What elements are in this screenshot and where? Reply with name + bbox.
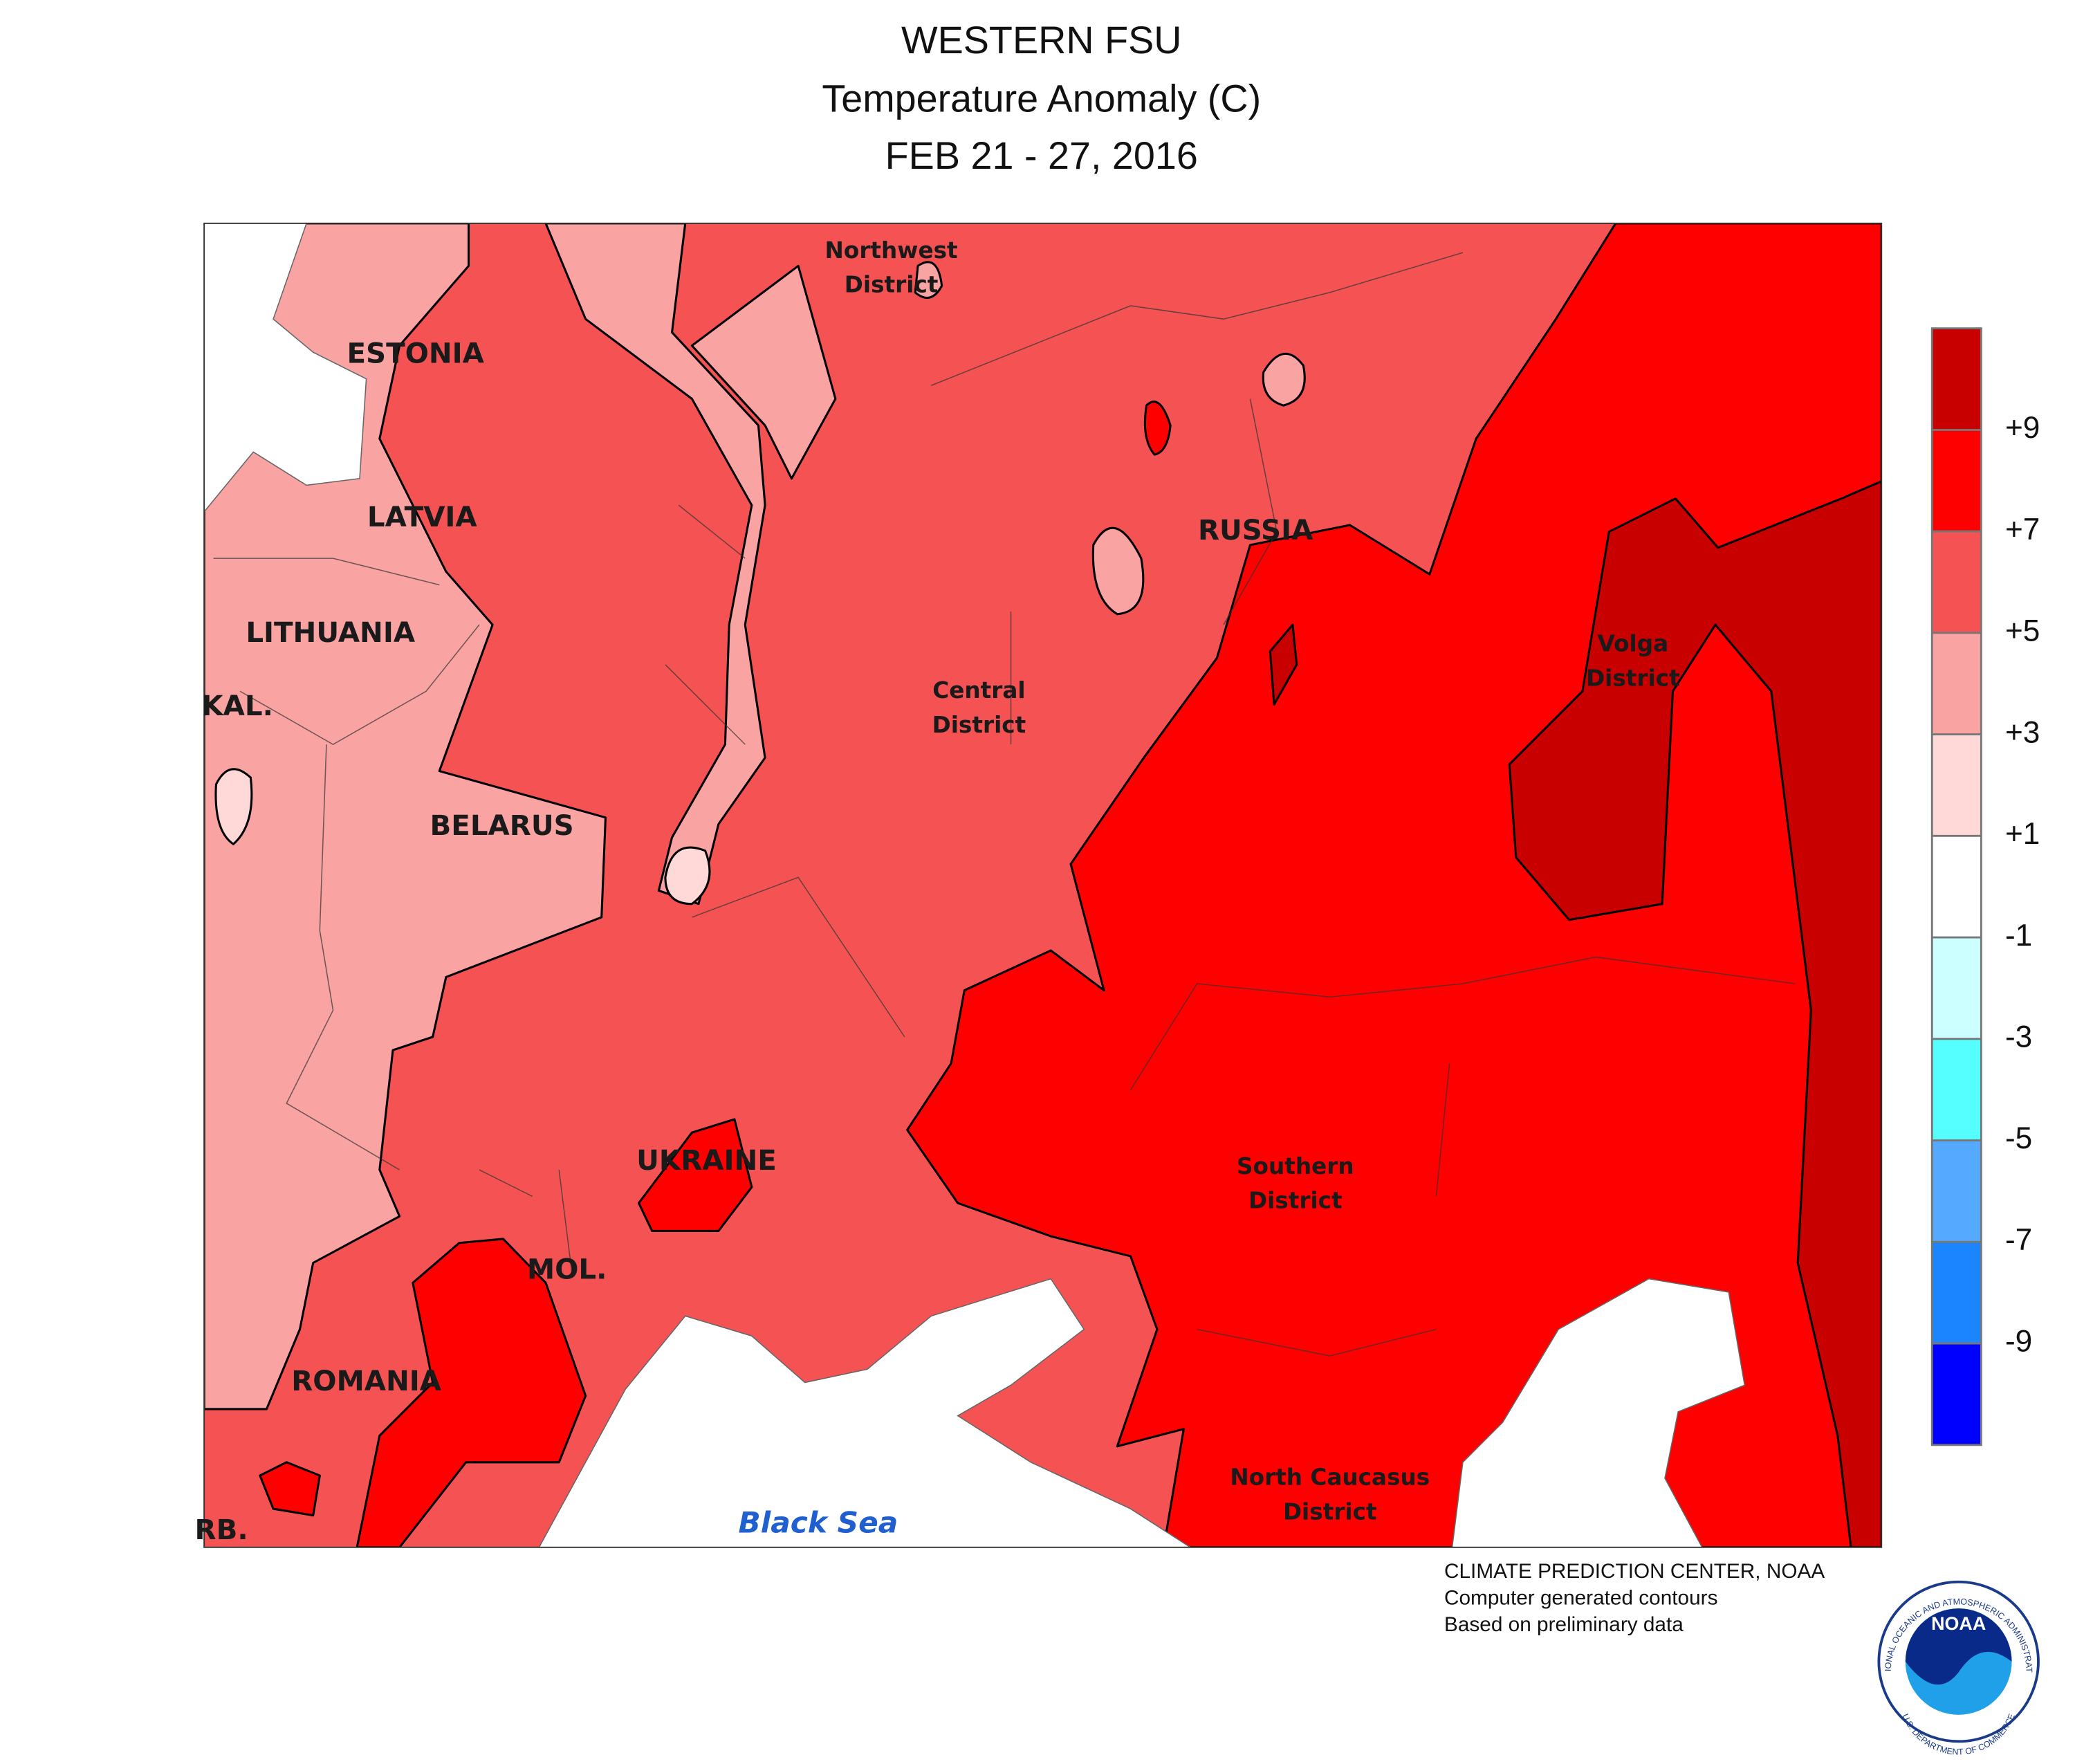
- credit: Computer generated contours: [1444, 1586, 1717, 1609]
- district-label: District: [932, 712, 1026, 738]
- date: FEB 21 - 27, 2016: [885, 134, 1198, 177]
- credit: Based on preliminary data: [1444, 1613, 1684, 1636]
- country-label: UKRAINE: [636, 1144, 777, 1177]
- sea: [538, 1278, 1192, 1547]
- region-3-5: [914, 261, 1306, 616]
- map: [204, 223, 1882, 1547]
- border: [213, 252, 1796, 1357]
- legend-swatch: [1932, 836, 1982, 938]
- legend-swatch: [1932, 1140, 1982, 1242]
- legend-swatch: [1932, 531, 1982, 633]
- map-frame: [203, 222, 1883, 1548]
- legend-frame: [1930, 327, 1982, 1446]
- country-label: KAL.: [201, 690, 273, 722]
- legend-swatch: [1932, 430, 1982, 532]
- sea: [1451, 1278, 1746, 1547]
- district-label: District: [845, 272, 939, 298]
- country-label: LATVIA: [367, 501, 478, 533]
- legend-tick-label: -3: [2005, 1020, 2032, 1054]
- legend-tick-label: -9: [2005, 1325, 2032, 1359]
- legend-swatch: [1932, 734, 1982, 836]
- legend-swatch: [1932, 1242, 1982, 1344]
- region-1-3: [214, 768, 711, 906]
- district-label: Volga: [1598, 631, 1669, 657]
- country-label: BELARUS: [430, 809, 574, 842]
- legend-swatch: [1932, 937, 1982, 1039]
- sea-label: Black Sea: [739, 1506, 898, 1540]
- district-label: District: [1283, 1498, 1377, 1525]
- country-label: ROMANIA: [291, 1365, 442, 1397]
- legend-tick-label: +3: [2005, 715, 2040, 749]
- district-label: District: [1248, 1188, 1343, 1214]
- legend: +9 +7 +5 +3 +1 -1 -3 -5 -7 -9: [1930, 327, 2040, 1446]
- district-label: Central: [932, 677, 1025, 704]
- legend-swatch: [1932, 1343, 1982, 1445]
- region-7-9: [259, 401, 1172, 1547]
- legend-swatch: [1932, 632, 1982, 735]
- legend-tick-label: +9: [2005, 411, 2040, 445]
- legend-swatch: [1932, 1038, 1982, 1141]
- subtitle: Temperature Anomaly (C): [822, 77, 1261, 120]
- logo-name: NOAA: [1931, 1613, 1986, 1634]
- district-label: Southern: [1237, 1153, 1354, 1179]
- title: WESTERN FSU: [901, 19, 1182, 62]
- region-3-5: [204, 223, 607, 1411]
- country-label: MOL.: [527, 1253, 607, 1286]
- district-label: North Caucasus: [1230, 1464, 1430, 1490]
- region-above-9: [1269, 480, 1882, 1547]
- legend-tick-label: +5: [2005, 614, 2040, 648]
- legend-tick-label: -5: [2005, 1121, 2032, 1155]
- district-label: Northwest: [825, 237, 958, 264]
- country-label: RB.: [195, 1514, 248, 1546]
- legend-tick-label: +1: [2005, 817, 2040, 851]
- country-label: RUSSIA: [1198, 514, 1313, 546]
- legend-tick-label: +7: [2005, 513, 2040, 546]
- credit: CLIMATE PREDICTION CENTER, NOAA: [1444, 1560, 1825, 1583]
- country-label: LITHUANIA: [246, 616, 416, 649]
- legend-tick-label: -1: [2005, 919, 2032, 953]
- sea: [204, 223, 367, 513]
- region-3-5: [544, 223, 837, 906]
- district-label: District: [1586, 665, 1680, 692]
- country-label: ESTONIA: [347, 338, 484, 370]
- logo-top: [1905, 1608, 2012, 1685]
- legend-tick-label: -7: [2005, 1223, 2032, 1257]
- legend-swatch: [1932, 328, 1982, 430]
